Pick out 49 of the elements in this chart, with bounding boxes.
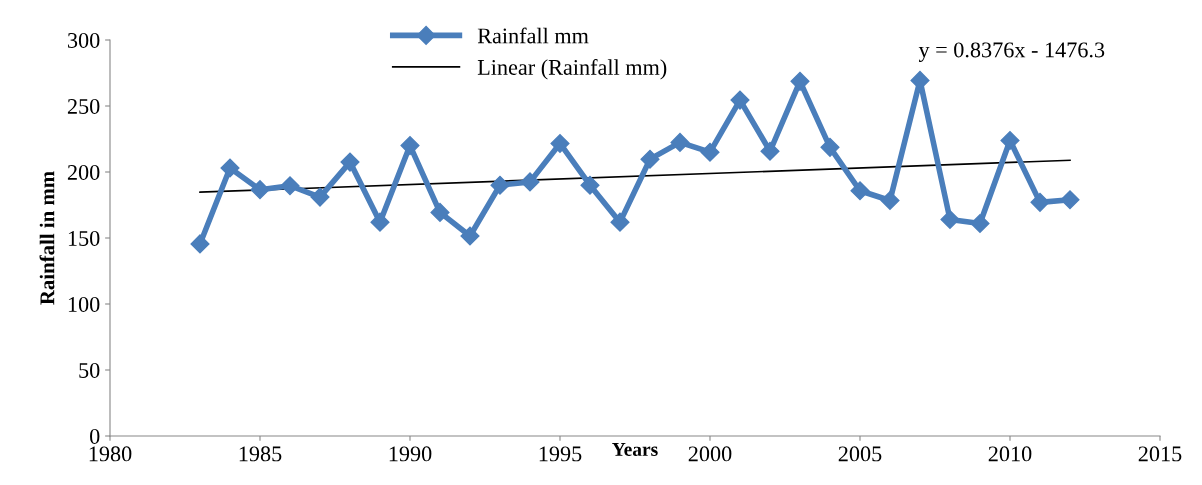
- point: [340, 152, 360, 172]
- y-tick-label: 300: [68, 32, 100, 48]
- point: [760, 141, 780, 161]
- legend-label: Rainfall mm: [477, 27, 589, 44]
- point: [1060, 190, 1080, 210]
- y-tick-label: 200: [67, 164, 100, 180]
- x-tick-label: 2005: [838, 446, 882, 462]
- point: [790, 71, 810, 91]
- point: [550, 133, 570, 154]
- y-axis-title: Rainfall in mm: [39, 171, 55, 305]
- point: [520, 172, 540, 192]
- y-tick-label: 50: [79, 362, 100, 378]
- point: [490, 175, 510, 195]
- x-tick-label: 2000: [688, 446, 732, 462]
- x-tick-label: 1990: [389, 446, 432, 462]
- x-tick-label: 2010: [988, 446, 1032, 462]
- x-tick-label: 1985: [239, 446, 282, 462]
- x-tick-label: 1980: [89, 446, 132, 462]
- legend-label: Linear (Rainfall mm): [477, 59, 667, 80]
- point: [280, 176, 300, 196]
- point: [310, 187, 330, 207]
- point: [220, 158, 240, 178]
- y-tick-label: 100: [68, 296, 100, 312]
- point: [610, 212, 630, 232]
- point: [970, 213, 990, 234]
- y-tick-label: 0: [90, 428, 100, 444]
- point: [1030, 192, 1050, 212]
- point: [850, 181, 870, 201]
- point: [250, 180, 270, 200]
- point: [580, 175, 600, 195]
- point: [940, 209, 960, 230]
- point: [820, 137, 840, 157]
- y-tick-label: 250: [67, 98, 100, 114]
- y-tick-label: 150: [68, 230, 100, 246]
- point: [700, 142, 720, 162]
- point: [370, 212, 390, 232]
- point: [430, 202, 450, 222]
- point: [460, 226, 480, 246]
- point: [730, 90, 750, 110]
- x-axis-title: Years: [612, 443, 658, 456]
- x-tick-label: 1995: [539, 446, 582, 462]
- point: [670, 132, 690, 152]
- point: [640, 149, 660, 169]
- point: [400, 136, 420, 156]
- point: [1000, 130, 1020, 150]
- point: [190, 234, 210, 254]
- point: [880, 190, 900, 211]
- x-tick-label: 2015: [1138, 446, 1182, 462]
- annotation: y = 0.8376x - 1476.3: [918, 42, 1105, 62]
